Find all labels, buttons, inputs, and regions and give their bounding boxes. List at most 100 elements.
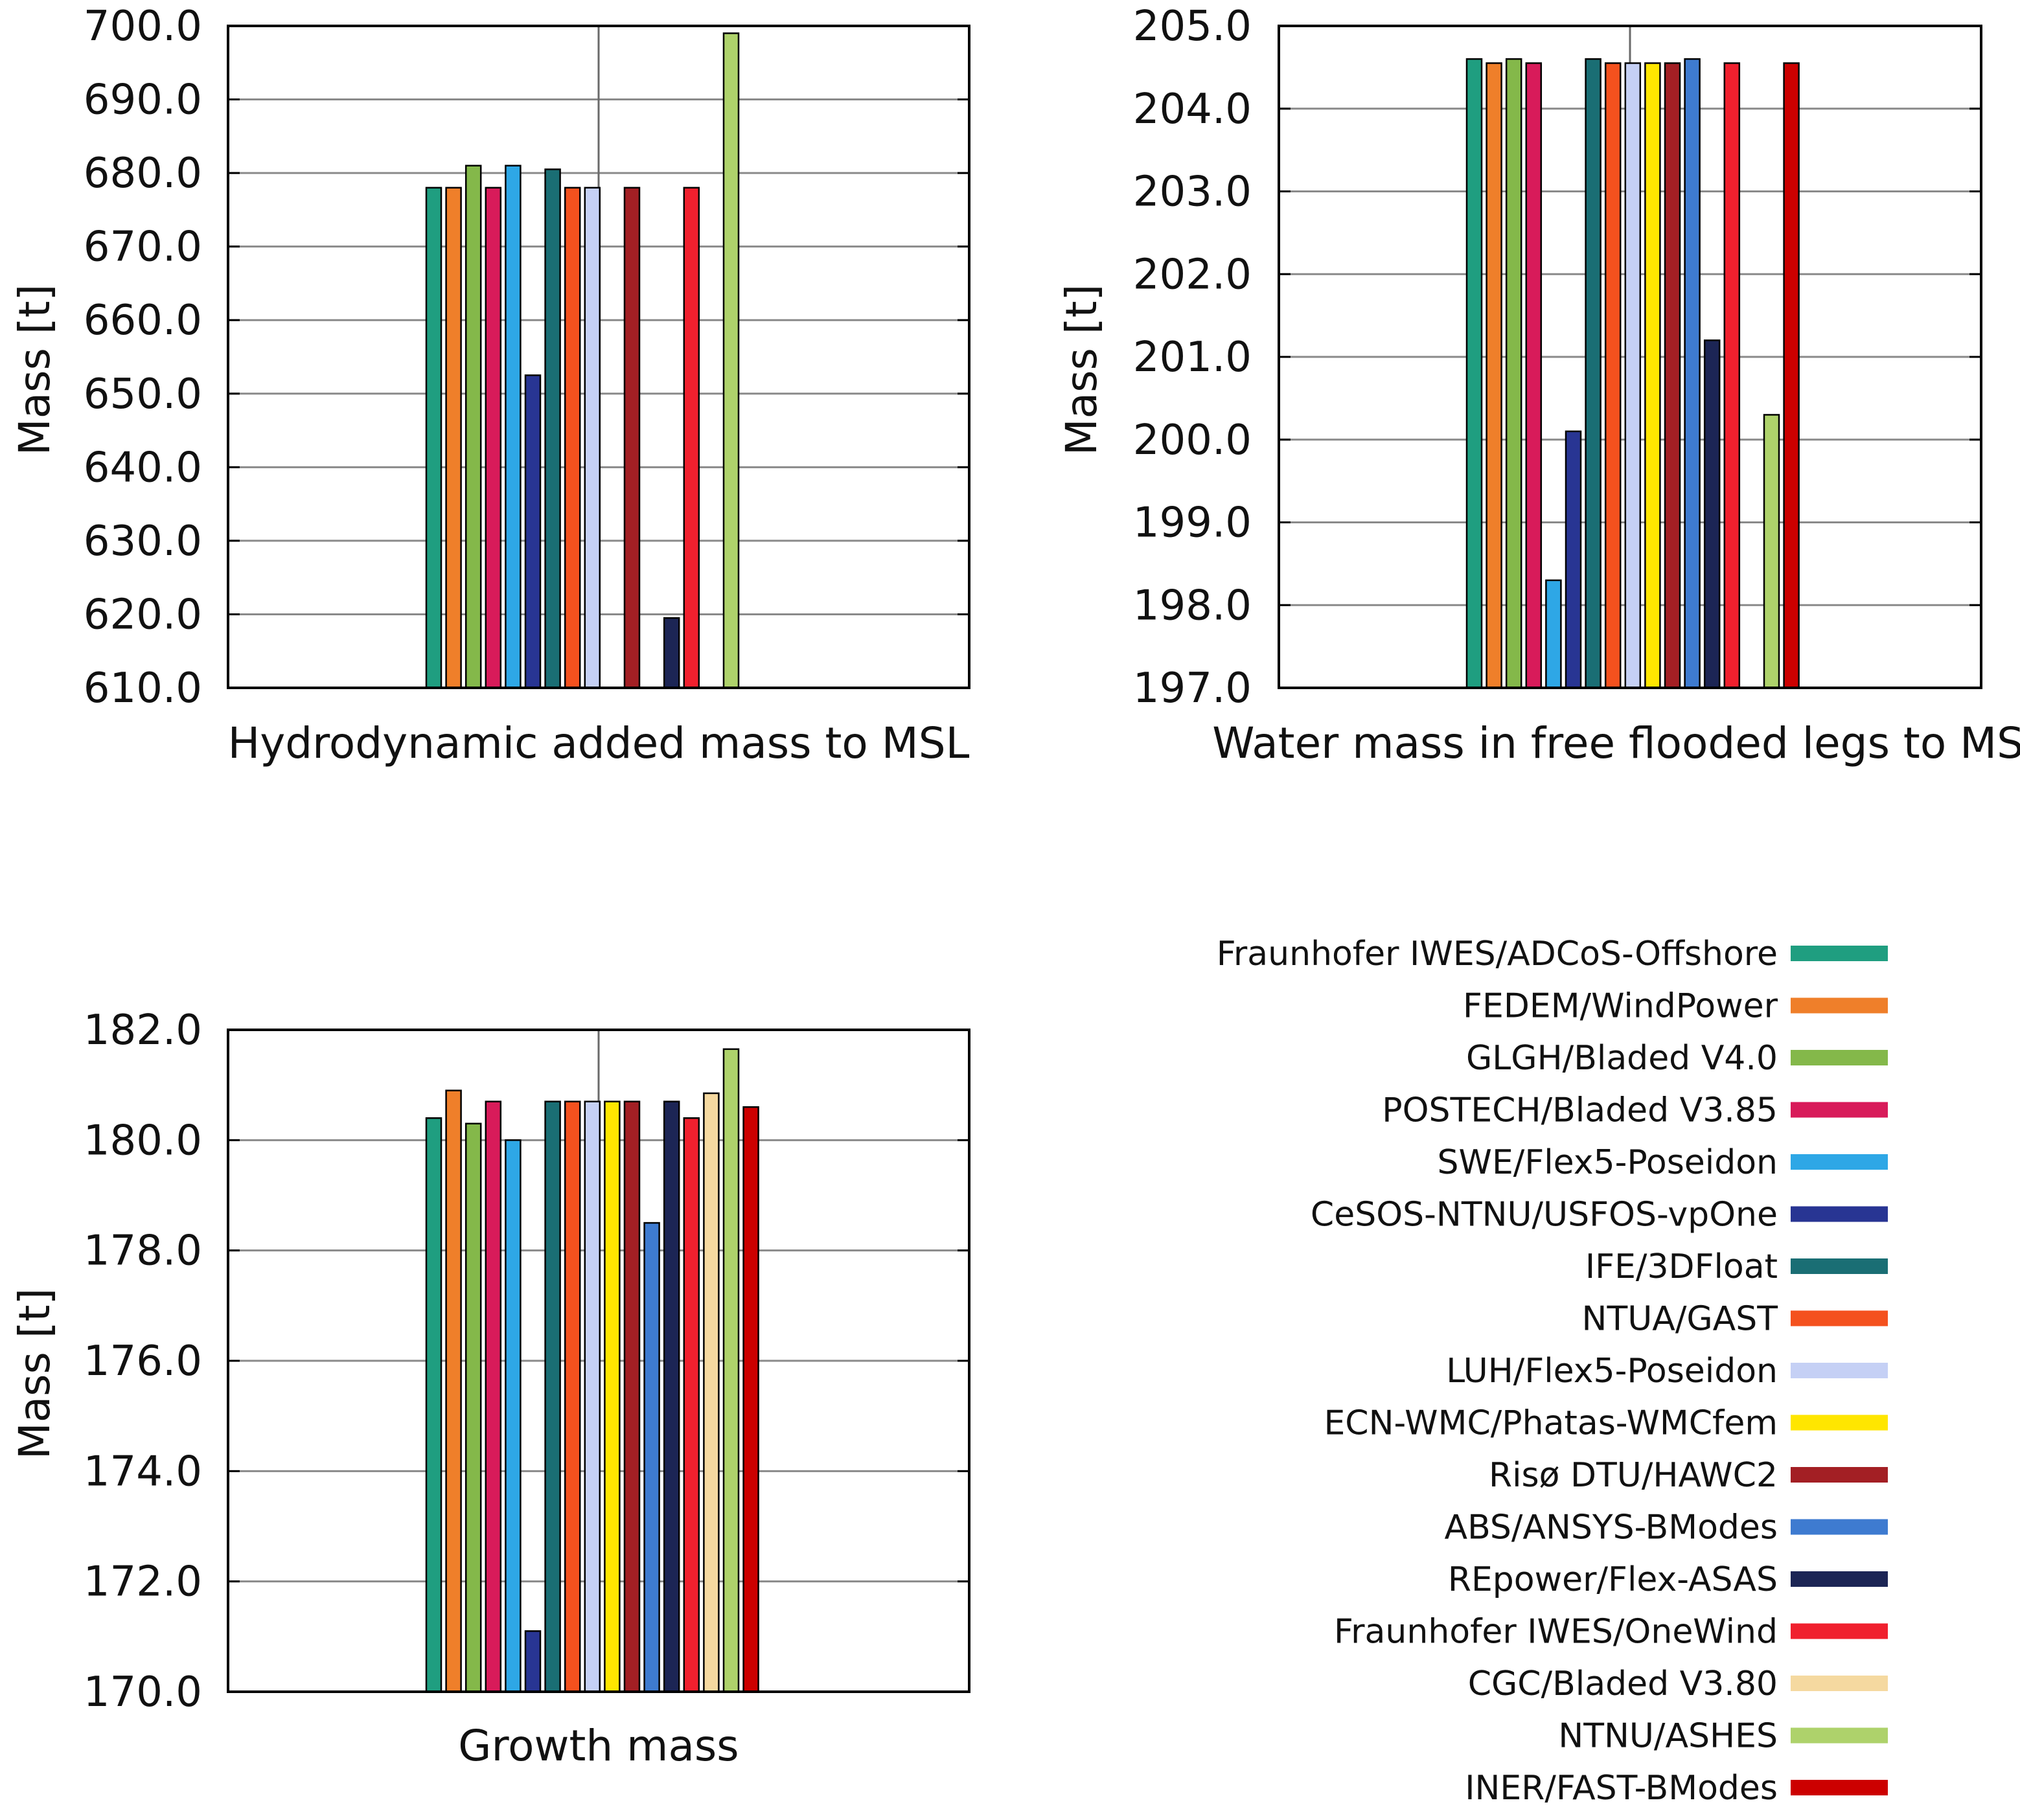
y-axis-label: Mass [t]: [10, 284, 60, 456]
bar-cgc-bladed-v3-80: [703, 1092, 720, 1693]
bar-postech-bladed-v3-85: [485, 187, 502, 689]
bar-fraunhofer-iwes-onewind: [683, 187, 700, 689]
legend-swatch-ecn-wmc-phatas-wmcfem: [1791, 1415, 1888, 1431]
bar-swe-flex5-poseidon: [505, 165, 522, 689]
bar-swe-flex5-poseidon: [505, 1139, 522, 1693]
legend-swatch-abs-ansys-bmodes: [1791, 1519, 1888, 1535]
y-axis-label: Mass [t]: [10, 1288, 60, 1460]
bar-fraunhofer-iwes-adcos-offshore: [425, 1117, 442, 1693]
legend-swatch-ife-3dfloat: [1791, 1258, 1888, 1274]
bar-ife-3dfloat: [544, 168, 561, 689]
bar-glgh-bladed-v4-0: [1505, 58, 1522, 689]
bar-ris-dtu-hawc2: [623, 187, 641, 689]
legend-label-cesos-ntnu-usfos-vpone: CeSOS-NTNU/USFOS-vpOne: [1311, 1196, 1778, 1234]
y-tick-label: 174.0: [84, 1448, 202, 1496]
y-axis-label: Mass [t]: [1057, 284, 1107, 456]
y-tick-label: 630.0: [84, 518, 202, 565]
legend-label-swe-flex5-poseidon: SWE/Flex5-Poseidon: [1438, 1143, 1778, 1182]
legend-swatch-ntua-gast: [1791, 1310, 1888, 1326]
bar-swe-flex5-poseidon: [1545, 579, 1562, 689]
legend-label-abs-ansys-bmodes: ABS/ANSYS-BModes: [1445, 1508, 1778, 1547]
bar-repower-flex-asas: [663, 1100, 680, 1693]
bar-ntua-gast: [564, 1100, 581, 1693]
legend-swatch-repower-flex-asas: [1791, 1571, 1888, 1587]
legend-swatch-swe-flex5-poseidon: [1791, 1154, 1888, 1170]
y-tick-label: 198.0: [1133, 582, 1252, 630]
legend-swatch-cesos-ntnu-usfos-vpone: [1791, 1206, 1888, 1222]
bar-cesos-ntnu-usfos-vpone: [1565, 430, 1582, 689]
bar-iner-fast-bmodes: [742, 1106, 759, 1693]
bar-ris-dtu-hawc2: [623, 1100, 641, 1693]
bar-fraunhofer-iwes-onewind: [683, 1117, 700, 1693]
plot-frame: [1278, 25, 1982, 689]
bar-postech-bladed-v3-85: [1525, 62, 1543, 689]
bar-postech-bladed-v3-85: [485, 1100, 502, 1693]
bar-repower-flex-asas: [1703, 339, 1721, 689]
y-tick-label: 203.0: [1133, 168, 1252, 216]
y-tick-label: 690.0: [84, 76, 202, 124]
y-tick-label: 660.0: [84, 297, 202, 345]
legend-label-ecn-wmc-phatas-wmcfem: ECN-WMC/Phatas-WMCfem: [1324, 1404, 1778, 1443]
legend-label-ntua-gast: NTUA/GAST: [1582, 1300, 1778, 1339]
chart-water-mass-free-flooded-legs: 197.0 198.0 199.0 200.0 201.0 202.0 203.0 204.0…: [1057, 3, 2020, 768]
y-tick-label: 205.0: [1133, 3, 1252, 51]
bar-ntua-gast: [1604, 62, 1622, 689]
bar-glgh-bladed-v4-0: [465, 1122, 482, 1693]
y-tick-label: 178.0: [84, 1227, 202, 1275]
bar-ntnu-ashes: [1763, 414, 1780, 689]
bar-luh-flex5-poseidon: [584, 187, 601, 689]
bar-ecn-wmc-phatas-wmcfem: [1644, 62, 1661, 689]
legend-label-fraunhofer-iwes-onewind: Fraunhofer IWES/OneWind: [1334, 1613, 1778, 1652]
legend-swatch-luh-flex5-poseidon: [1791, 1363, 1888, 1378]
plot-frame: [227, 1029, 970, 1693]
y-tick-label: 204.0: [1133, 85, 1252, 133]
bar-abs-ansys-bmodes: [1684, 58, 1701, 689]
y-tick-label: 199.0: [1133, 499, 1252, 547]
bar-cesos-ntnu-usfos-vpone: [524, 1630, 542, 1693]
chart-hydrodynamic-added-mass: 610.0 620.0 630.0 640.0 650.0 660.0 670.0 680.0…: [10, 3, 970, 768]
y-tick-label: 200.0: [1133, 416, 1252, 464]
y-tick-label: 180.0: [84, 1117, 202, 1165]
bar-fedem-windpower: [1486, 62, 1502, 689]
legend-label-ris-dtu-hawc2: Risø DTU/HAWC2: [1489, 1456, 1778, 1495]
legend-label-repower-flex-asas: REpower/Flex-ASAS: [1448, 1560, 1778, 1599]
legend-swatch-fraunhofer-iwes-onewind: [1791, 1623, 1888, 1639]
bar-fedem-windpower: [445, 187, 462, 689]
y-tick-label: 700.0: [84, 3, 202, 51]
y-tick-label: 201.0: [1133, 334, 1252, 381]
bar-fraunhofer-iwes-adcos-offshore: [425, 187, 442, 689]
bar-luh-flex5-poseidon: [1624, 62, 1642, 689]
bar-fraunhofer-iwes-onewind: [1723, 62, 1741, 689]
legend-label-postech-bladed-v3-85: POSTECH/Bladed V3.85: [1382, 1091, 1778, 1130]
y-tick-label: 176.0: [84, 1337, 202, 1385]
legend-label-luh-flex5-poseidon: LUH/Flex5-Poseidon: [1446, 1352, 1778, 1391]
bar-fedem-windpower: [445, 1089, 462, 1693]
y-tick-label: 197.0: [1133, 665, 1252, 712]
legend-label-cgc-bladed-v3-80: CGC/Bladed V3.80: [1468, 1665, 1778, 1703]
chart-growth-mass: 170.0 172.0 174.0 176.0 178.0 180.0 182.0 Mass …: [10, 1007, 970, 1771]
legend-swatch-ntnu-ashes: [1791, 1727, 1888, 1744]
legend-label-fedem-windpower: FEDEM/WindPower: [1463, 987, 1778, 1026]
bar-ecn-wmc-phatas-wmcfem: [604, 1100, 621, 1693]
y-tick-label: 680.0: [84, 150, 202, 198]
x-axis-label: Hydrodynamic added mass to MSL: [228, 718, 970, 768]
bar-ife-3dfloat: [544, 1100, 561, 1693]
bar-repower-flex-asas: [663, 617, 680, 689]
legend-swatch-fedem-windpower: [1791, 997, 1888, 1014]
y-tick-label: 620.0: [84, 591, 202, 639]
legend-swatch-glgh-bladed-v4-0: [1791, 1050, 1888, 1065]
bar-ris-dtu-hawc2: [1664, 62, 1681, 689]
plot-frame: [227, 25, 970, 689]
legend-label-glgh-bladed-v4-0: GLGH/Bladed V4.0: [1466, 1039, 1778, 1078]
bar-ntnu-ashes: [722, 32, 740, 689]
bar-ntua-gast: [564, 187, 581, 689]
y-tick-label: 650.0: [84, 370, 202, 418]
legend-swatch-iner-fast-bmodes: [1791, 1780, 1888, 1795]
legend-label-fraunhofer-iwes-adcos-offshore: Fraunhofer IWES/ADCoS-Offshore: [1217, 935, 1778, 973]
legend-label-ntnu-ashes: NTNU/ASHES: [1558, 1717, 1778, 1756]
bar-iner-fast-bmodes: [1783, 62, 1800, 689]
y-tick-label: 640.0: [84, 444, 202, 492]
y-tick-label: 202.0: [1133, 251, 1252, 299]
y-tick-label: 182.0: [84, 1007, 202, 1054]
legend: Fraunhofer IWES/ADCoS-Offshore FEDEM/Wind…: [1217, 935, 1888, 1808]
